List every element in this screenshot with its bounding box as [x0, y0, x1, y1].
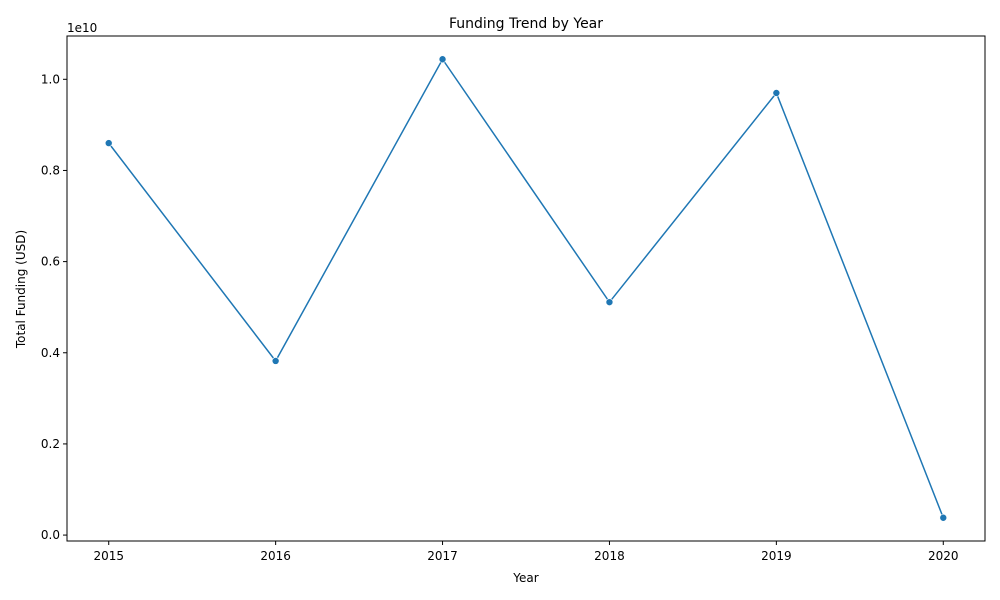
- y-tick-label: 0.8: [41, 163, 60, 177]
- y-tick-label: 0.4: [41, 346, 60, 360]
- series-line: [108, 57, 944, 519]
- chart-title: Funding Trend by Year: [449, 16, 603, 32]
- data-point: [104, 139, 113, 147]
- y-tick-label: 1.0: [41, 72, 60, 86]
- x-tick-label: 2015: [93, 549, 124, 563]
- x-tick-label: 2016: [260, 549, 291, 563]
- y-offset-label: 1e10: [67, 21, 97, 35]
- y-axis: 0.0 0.2 0.4 0.6 0.8 1.0: [41, 72, 67, 542]
- x-tick-label: 2018: [594, 549, 625, 563]
- x-tick-label: 2020: [928, 549, 959, 563]
- x-tick-label: 2019: [761, 549, 792, 563]
- y-tick-label: 0.6: [41, 255, 60, 269]
- data-point: [939, 513, 948, 522]
- x-axis-title: Year: [512, 571, 538, 585]
- x-tick-label: 2017: [427, 549, 458, 563]
- y-tick-label: 0.0: [41, 528, 60, 542]
- data-point: [271, 357, 280, 365]
- plot-area: [104, 55, 948, 522]
- data-point: [605, 298, 614, 306]
- plot-frame: [66, 35, 986, 542]
- data-point: [438, 55, 447, 64]
- y-tick-label: 0.2: [41, 437, 60, 451]
- data-point: [772, 89, 781, 97]
- y-axis-title: Total Funding (USD): [14, 230, 28, 349]
- x-axis: 2015 2016 2017 2018 2019 2020: [93, 541, 959, 563]
